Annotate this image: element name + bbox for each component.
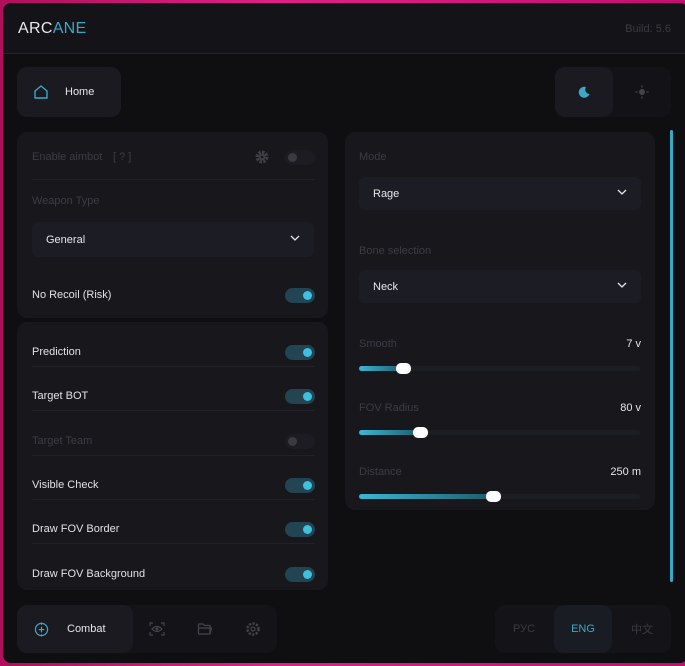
option-label: Prediction bbox=[32, 346, 81, 358]
folder-icon bbox=[197, 623, 213, 635]
tab-settings[interactable] bbox=[229, 605, 277, 653]
slider-label: FOV Radius bbox=[359, 402, 419, 414]
slider-value: 80 v bbox=[620, 402, 641, 414]
weapon-type-dropdown[interactable]: General bbox=[32, 222, 314, 257]
gear-icon bbox=[246, 622, 260, 636]
scrollbar[interactable] bbox=[670, 130, 673, 582]
header: ARCANE Build: 5.6 bbox=[3, 3, 685, 54]
tab-visuals[interactable] bbox=[133, 605, 181, 653]
dark-theme-button[interactable] bbox=[555, 67, 613, 117]
no-recoil-label: No Recoil (Risk) bbox=[32, 289, 112, 301]
home-label: Home bbox=[65, 86, 95, 98]
option-toggle[interactable] bbox=[285, 434, 315, 449]
mode-value: Rage bbox=[373, 187, 400, 200]
language-option[interactable]: ENG bbox=[554, 605, 612, 653]
language-option[interactable]: 中文 bbox=[631, 624, 653, 636]
option-toggle[interactable] bbox=[285, 522, 315, 537]
option-label: Draw FOV Border bbox=[32, 523, 120, 535]
enable-aimbot-toggle[interactable] bbox=[285, 150, 315, 165]
mode-dropdown[interactable]: Rage bbox=[359, 177, 641, 210]
option-label: Target BOT bbox=[32, 390, 89, 402]
settings-panel: Mode Rage Bone selection Neck Smooth 7 v… bbox=[345, 132, 655, 510]
weapon-type-label: Weapon Type bbox=[32, 195, 100, 207]
aimbot-panel: Enable aimbot [ ? ] Weapon Type General … bbox=[17, 132, 328, 318]
build-version: Build: 5.6 bbox=[625, 23, 671, 35]
option-toggle[interactable] bbox=[285, 389, 315, 404]
crosshair-icon bbox=[34, 621, 49, 637]
no-recoil-toggle[interactable] bbox=[285, 288, 315, 303]
slider-label: Distance bbox=[359, 466, 402, 478]
slider[interactable] bbox=[359, 491, 640, 502]
slider-value: 250 m bbox=[610, 466, 641, 478]
tab-combat[interactable]: Combat bbox=[17, 605, 133, 653]
chevron-down-icon bbox=[290, 235, 300, 241]
option-toggle[interactable] bbox=[285, 567, 315, 582]
help-link[interactable]: [ ? ] bbox=[113, 151, 132, 163]
bone-selection-label: Bone selection bbox=[359, 245, 432, 257]
bone-selection-dropdown[interactable]: Neck bbox=[359, 270, 641, 303]
slider-thumb[interactable] bbox=[396, 363, 411, 374]
slider-fill bbox=[359, 494, 494, 499]
combat-label: Combat bbox=[67, 623, 106, 635]
tab-configs[interactable] bbox=[181, 605, 229, 653]
slider-thumb[interactable] bbox=[485, 491, 501, 502]
option-toggle[interactable] bbox=[285, 345, 315, 360]
gear-icon[interactable] bbox=[255, 150, 269, 164]
home-icon bbox=[34, 85, 48, 99]
options-panel: Prediction Target BOT Target Team Visibl… bbox=[17, 322, 328, 590]
home-button[interactable]: Home bbox=[17, 67, 121, 117]
moon-icon bbox=[578, 86, 590, 98]
slider-fill bbox=[359, 430, 421, 435]
logo: ARCANE bbox=[18, 20, 87, 37]
app-window: ARCANE Build: 5.6 Home Enable aimbot [ ?… bbox=[3, 3, 685, 663]
option-toggle[interactable] bbox=[285, 478, 315, 493]
bone-value: Neck bbox=[373, 280, 399, 293]
chevron-down-icon bbox=[617, 282, 627, 288]
enable-aimbot-label: Enable aimbot bbox=[32, 151, 103, 163]
sun-icon bbox=[635, 85, 649, 99]
slider-value: 7 v bbox=[626, 338, 641, 350]
option-label: Visible Check bbox=[32, 479, 99, 491]
eye-icon bbox=[149, 622, 165, 636]
language-option[interactable]: РУС bbox=[512, 623, 536, 635]
slider[interactable] bbox=[359, 427, 640, 438]
weapon-type-value: General bbox=[46, 233, 86, 246]
slider-fill bbox=[359, 366, 404, 371]
slider[interactable] bbox=[359, 363, 640, 374]
chevron-down-icon bbox=[617, 189, 627, 195]
option-label: Draw FOV Background bbox=[32, 568, 146, 580]
slider-label: Smooth bbox=[359, 338, 397, 350]
slider-thumb[interactable] bbox=[412, 427, 428, 438]
mode-label: Mode bbox=[359, 151, 387, 163]
light-theme-button[interactable] bbox=[613, 67, 671, 117]
option-label: Target Team bbox=[32, 435, 93, 447]
